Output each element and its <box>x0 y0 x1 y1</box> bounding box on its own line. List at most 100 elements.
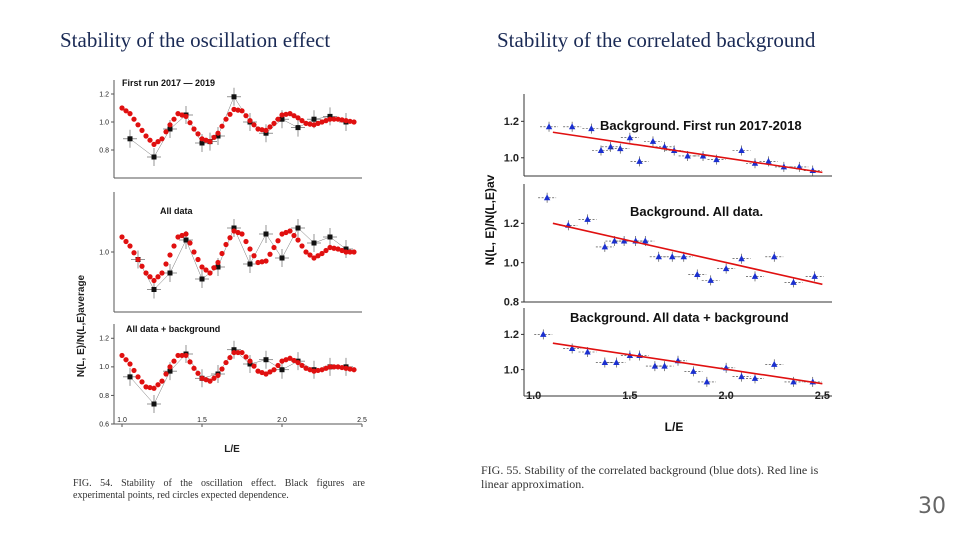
background-point <box>584 215 591 222</box>
background-point <box>543 194 551 201</box>
experimental-point <box>231 94 237 100</box>
x-tick-label: 1.5 <box>622 390 637 402</box>
expected-point <box>179 112 185 118</box>
expected-point <box>155 382 161 388</box>
expected-point <box>267 369 273 375</box>
x-tick-label: 2.0 <box>718 390 733 402</box>
expected-point <box>167 364 173 370</box>
expected-point <box>267 251 273 257</box>
expected-point <box>271 244 277 251</box>
expected-point <box>311 368 317 374</box>
expected-point <box>151 385 157 391</box>
panel-first-run: 1.2 1.0 0.8 First run 2017 — 2019 <box>99 78 362 179</box>
background-point <box>713 156 720 163</box>
experimental-point <box>199 140 205 146</box>
expected-point <box>127 243 133 249</box>
expected-point <box>327 364 333 370</box>
expected-point <box>331 364 337 370</box>
y-tick-label: 1.2 <box>99 91 109 98</box>
right-x-axis-label: L/E <box>665 420 684 434</box>
expected-point <box>215 259 221 266</box>
y-tick-label: 1.0 <box>99 364 109 371</box>
y-tick-label: 1.0 <box>504 257 519 269</box>
experimental-point <box>127 136 133 142</box>
experimental-point <box>327 234 333 240</box>
expected-point <box>339 117 345 123</box>
expected-point <box>335 246 341 252</box>
expected-point <box>231 349 237 356</box>
expected-point <box>351 249 357 255</box>
panel-label: All data <box>160 206 194 216</box>
expected-point <box>247 246 253 252</box>
expected-point <box>227 111 233 117</box>
experimental-point <box>263 231 269 237</box>
background-point <box>636 157 643 164</box>
expected-point <box>211 134 217 140</box>
experimental-point <box>151 287 157 292</box>
expected-point <box>215 130 221 136</box>
expected-point <box>271 120 277 126</box>
expected-point <box>283 229 289 236</box>
background-point <box>611 237 618 244</box>
expected-point <box>243 238 249 245</box>
experimental-point <box>279 255 285 261</box>
experimental-point <box>263 130 269 136</box>
expected-point <box>139 263 145 269</box>
expected-point <box>207 139 213 145</box>
expected-point <box>279 231 285 237</box>
expected-point <box>187 240 193 246</box>
expected-point <box>243 113 249 119</box>
expected-point <box>299 118 305 124</box>
expected-point <box>303 249 309 255</box>
expected-point <box>235 229 241 236</box>
expected-point <box>227 354 233 361</box>
expected-point <box>263 127 269 133</box>
expected-point <box>183 231 189 237</box>
expected-point <box>335 116 341 122</box>
expected-point <box>159 270 165 276</box>
expected-point <box>171 116 177 122</box>
background-point <box>771 360 778 367</box>
expected-point <box>139 127 145 133</box>
expected-point <box>203 377 209 383</box>
background-point <box>722 265 730 272</box>
slide-title-right: Stability of the correlated background <box>497 28 816 52</box>
expected-point <box>271 367 277 373</box>
expected-point <box>275 116 281 122</box>
expected-point <box>135 256 141 263</box>
experimental-point <box>343 246 349 252</box>
expected-point <box>159 136 165 142</box>
expected-point <box>159 378 165 384</box>
panel-label: Background. First run 2017-2018 <box>600 118 802 133</box>
expected-point <box>143 133 149 139</box>
expected-point <box>167 122 173 128</box>
experimental-point <box>247 261 253 267</box>
expected-point <box>303 120 309 126</box>
expected-point <box>287 228 293 234</box>
experimental-point <box>167 270 173 276</box>
x-tick-label: 2.0 <box>277 417 287 424</box>
left-y-axis-label: N(L, E)/N(L,E)average <box>76 274 87 377</box>
y-tick-label: 1.0 <box>99 249 109 256</box>
background-point <box>790 378 797 385</box>
background-point <box>751 272 759 279</box>
expected-point <box>315 253 321 259</box>
background-point <box>669 253 676 260</box>
experimental-point <box>311 240 317 246</box>
expected-point <box>247 118 253 124</box>
experimental-point <box>183 237 189 243</box>
expected-point <box>283 111 289 117</box>
left-figure-caption: FIG. 54. Stability of the oscillation ef… <box>73 478 365 501</box>
expected-point <box>199 136 205 142</box>
expected-point <box>327 244 333 251</box>
background-point <box>568 123 576 130</box>
panel-label: All data + background <box>126 324 220 334</box>
experimental-point <box>295 125 301 131</box>
expected-point <box>147 274 153 280</box>
expected-point <box>331 116 337 122</box>
background-point <box>765 157 772 164</box>
linear-fit-line <box>552 222 823 286</box>
expected-point <box>207 270 213 276</box>
y-tick-label: 1.2 <box>99 336 109 343</box>
expected-point <box>179 352 185 359</box>
